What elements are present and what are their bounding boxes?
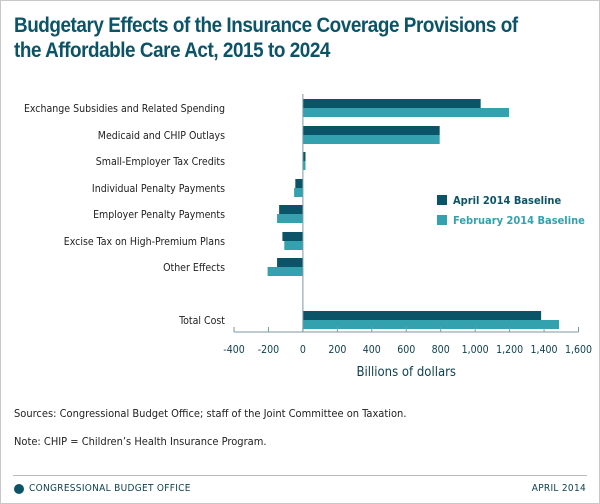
x-tick-label: 1,600 <box>565 344 592 356</box>
x-tick-label: 600 <box>397 344 415 356</box>
category-label: Medicaid and CHIP Outlays <box>98 130 225 142</box>
x-tick-label: -200 <box>258 344 279 356</box>
bar-april <box>302 152 306 161</box>
bar-april <box>282 232 303 241</box>
bar-february <box>277 214 303 223</box>
bar-february <box>294 188 303 197</box>
bar-february <box>302 161 306 170</box>
x-axis-title: Billions of dollars <box>356 365 456 380</box>
category-label: Other Effects <box>163 262 225 274</box>
legend-label: February 2014 Baseline <box>453 214 585 227</box>
category-label: Exchange Subsidies and Related Spending <box>24 103 225 115</box>
x-tick-label: 400 <box>363 344 381 356</box>
category-label: Individual Penalty Payments <box>92 183 225 195</box>
bar-april <box>277 258 303 267</box>
footer-date: APRIL 2014 <box>531 483 586 494</box>
footer-org: CONGRESSIONAL BUDGET OFFICE <box>14 483 191 494</box>
category-label: Employer Penalty Payments <box>93 209 225 221</box>
x-tick-label: 800 <box>432 344 450 356</box>
bar-april <box>295 179 303 188</box>
legend-swatch <box>437 215 447 225</box>
bar-april <box>302 311 542 320</box>
x-tick-label: 1,200 <box>496 344 523 356</box>
bar-april <box>279 205 303 214</box>
bar-february <box>302 135 440 144</box>
legend-label: April 2014 Baseline <box>453 194 561 207</box>
category-label: Excise Tax on High-Premium Plans <box>64 236 225 248</box>
x-tick-label: -400 <box>223 344 244 356</box>
cbo-logo-icon <box>14 483 24 494</box>
chart-title: Budgetary Effects of the Insurance Cover… <box>14 14 518 62</box>
x-tick-label: 200 <box>328 344 346 356</box>
bar-april <box>302 126 440 135</box>
footer-divider <box>13 475 587 476</box>
bar-april <box>302 99 481 108</box>
chip-note: Note: CHIP = Children’s Health Insurance… <box>14 435 267 448</box>
x-tick-label: 1,000 <box>462 344 489 356</box>
legend-swatch <box>437 195 447 205</box>
bar-february <box>302 108 510 117</box>
x-tick-label: 0 <box>300 344 306 356</box>
bar-february <box>302 320 560 329</box>
bar-february <box>267 267 303 276</box>
bar-february <box>284 241 303 250</box>
sources-note: Sources: Congressional Budget Office; st… <box>14 407 407 420</box>
x-tick-label: 1,400 <box>531 344 558 356</box>
category-label: Small-Employer Tax Credits <box>96 156 225 168</box>
bar-chart: Exchange Subsidies and Related Spending M… <box>24 94 592 380</box>
org-name: CONGRESSIONAL BUDGET OFFICE <box>29 483 191 494</box>
category-label: Total Cost <box>178 315 225 327</box>
